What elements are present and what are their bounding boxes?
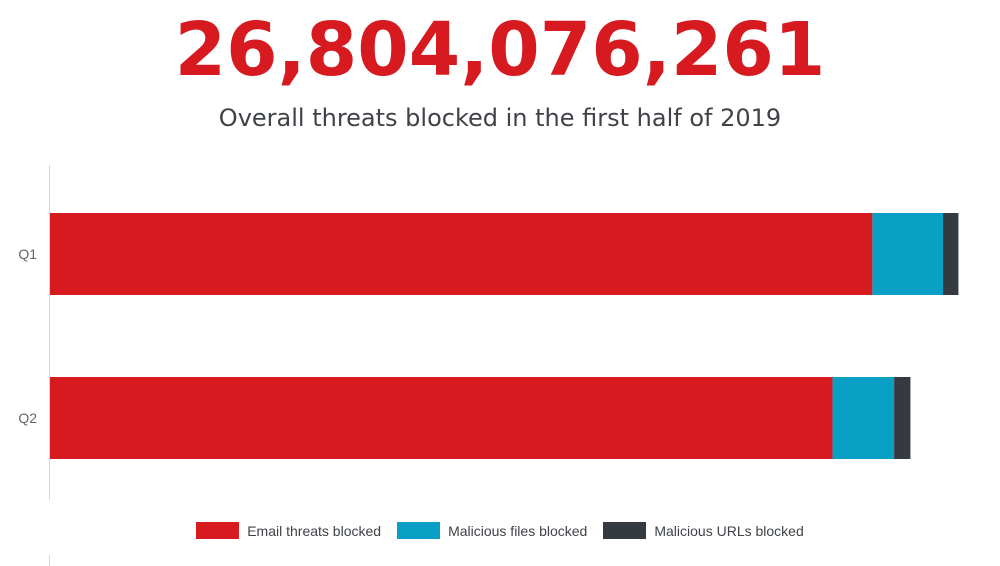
axis-line-tail xyxy=(49,555,50,566)
bar-segment-q1-email-threats-blocked[interactable] xyxy=(50,213,873,295)
legend-label: Email threats blocked xyxy=(247,522,382,539)
legend-item[interactable]: Email threats blocked xyxy=(196,522,381,539)
legend-item[interactable]: Malicious files blocked xyxy=(397,522,587,539)
legend-item[interactable]: Malicious URLs blocked xyxy=(603,522,804,539)
bar-segment-q2-malicious-urls-blocked[interactable] xyxy=(894,377,911,459)
chart-subtitle: Overall threats blocked in the first hal… xyxy=(218,104,782,132)
chart-legend: Email threats blocked Malicious files blo… xyxy=(0,522,1000,539)
bar-segment-q2-email-threats-blocked[interactable] xyxy=(50,377,833,459)
legend-swatch xyxy=(196,522,240,539)
category-label-q1: Q1 xyxy=(18,246,37,262)
legend-swatch xyxy=(397,522,441,539)
legend-label: Malicious URLs blocked xyxy=(654,522,804,539)
bar-segment-q1-malicious-urls-blocked[interactable] xyxy=(943,213,959,295)
bar-segment-q2-malicious-files-blocked[interactable] xyxy=(832,377,895,459)
total-threats-figure: 26,804,076,261 xyxy=(174,7,826,93)
category-label-q2: Q2 xyxy=(18,410,37,426)
legend-swatch xyxy=(603,522,647,539)
bar-segment-q1-malicious-files-blocked[interactable] xyxy=(872,213,944,295)
legend-label: Malicious files blocked xyxy=(448,522,588,539)
